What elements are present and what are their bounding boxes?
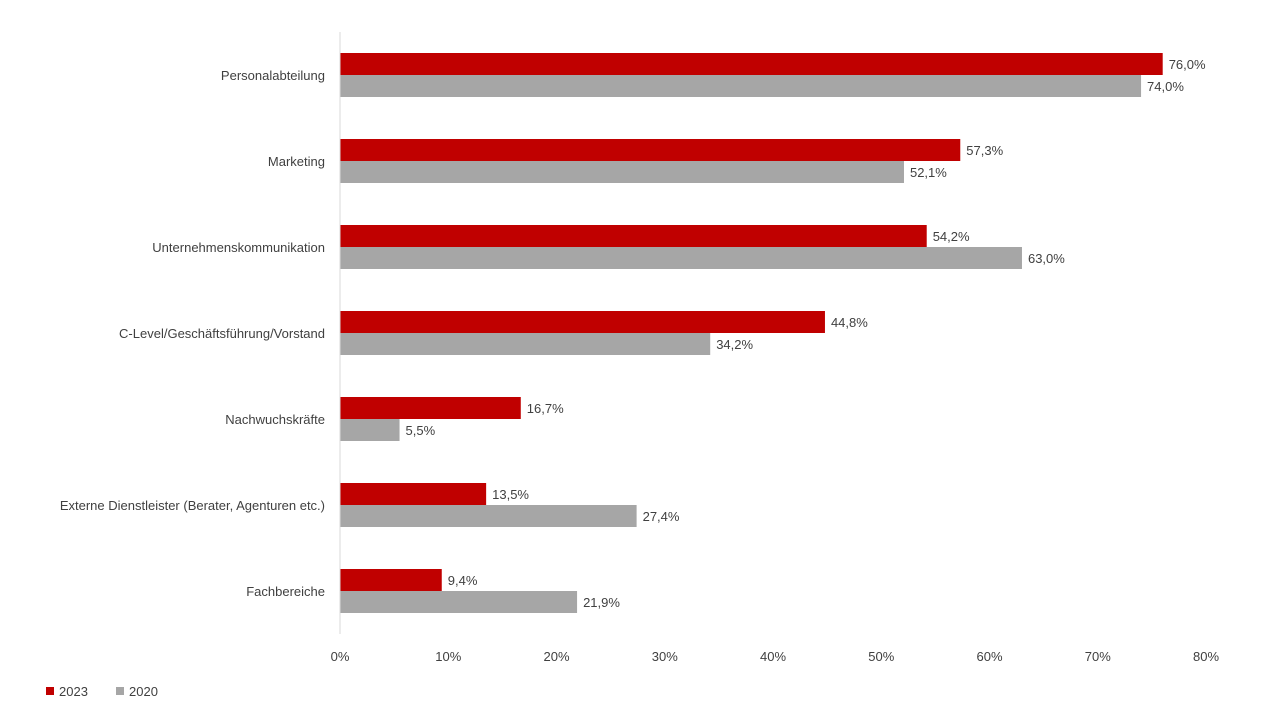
- x-tick-label-7: 70%: [1085, 649, 1111, 664]
- legend-swatch-2023: [46, 687, 54, 695]
- data-label-2020-1: 74,0%: [1147, 79, 1184, 94]
- category-label-7: Fachbereiche: [246, 584, 325, 599]
- data-label-2020-2: 52,1%: [910, 165, 947, 180]
- category-label-3: Unternehmenskommunikation: [152, 240, 325, 255]
- category-label-2: Marketing: [268, 154, 325, 169]
- bar-2020-7: [340, 591, 578, 613]
- x-tick-label-3: 30%: [652, 649, 678, 664]
- category-label-1: Personalabteilung: [221, 68, 325, 83]
- x-tick-label-6: 60%: [976, 649, 1002, 664]
- data-label-2020-4: 34,2%: [716, 337, 753, 352]
- value-labels-layer: 76,0% 74,0% 57,3% 52,1% 54,2% 63,0% 44,8% 34,2%…: [406, 57, 1206, 610]
- bar-2020-2: [340, 161, 904, 183]
- bar-2023-2: [340, 139, 961, 161]
- bar-2023-1: [340, 53, 1163, 75]
- category-label-4: C-Level/Geschäftsführung/Vorstand: [119, 326, 325, 341]
- data-label-2023-2: 57,3%: [966, 143, 1003, 158]
- data-label-2023-1: 76,0%: [1169, 57, 1206, 72]
- data-label-2023-7: 9,4%: [448, 573, 478, 588]
- bar-2023-5: [340, 397, 521, 419]
- x-tick-label-5: 50%: [868, 649, 894, 664]
- bar-2020-3: [340, 247, 1022, 269]
- x-tick-label-1: 10%: [435, 649, 461, 664]
- bar-2023-3: [340, 225, 927, 247]
- bar-2023-6: [340, 483, 487, 505]
- x-tick-label-8: 80%: [1193, 649, 1219, 664]
- bars-layer: [340, 53, 1163, 613]
- legend-label-2020: 2020: [129, 684, 158, 699]
- data-label-2020-6: 27,4%: [643, 509, 680, 524]
- bar-2023-4: [340, 311, 825, 333]
- bar-2020-5: [340, 419, 400, 441]
- x-tick-labels-layer: 0% 10% 20% 30% 40% 50% 60% 70% 80%: [331, 649, 1220, 664]
- data-label-2020-5: 5,5%: [406, 423, 436, 438]
- data-label-2023-6: 13,5%: [492, 487, 529, 502]
- x-tick-label-0: 0%: [331, 649, 350, 664]
- data-label-2020-3: 63,0%: [1028, 251, 1065, 266]
- x-tick-label-2: 20%: [543, 649, 569, 664]
- data-label-2023-5: 16,7%: [527, 401, 564, 416]
- data-label-2023-3: 54,2%: [933, 229, 970, 244]
- category-label-5: Nachwuchskräfte: [225, 412, 325, 427]
- data-label-2023-4: 44,8%: [831, 315, 868, 330]
- bar-2023-7: [340, 569, 442, 591]
- bar-2020-6: [340, 505, 637, 527]
- x-tick-label-4: 40%: [760, 649, 786, 664]
- bar-2020-1: [340, 75, 1142, 97]
- data-label-2020-7: 21,9%: [583, 595, 620, 610]
- category-labels-layer: Personalabteilung Marketing Unternehmensko…: [60, 68, 325, 599]
- legend: 2023 2020: [46, 684, 158, 699]
- category-label-6: Externe Dienstleister (Berater, Agenture…: [60, 498, 325, 513]
- legend-swatch-2020: [116, 687, 124, 695]
- bar-2020-4: [340, 333, 711, 355]
- legend-label-2023: 2023: [59, 684, 88, 699]
